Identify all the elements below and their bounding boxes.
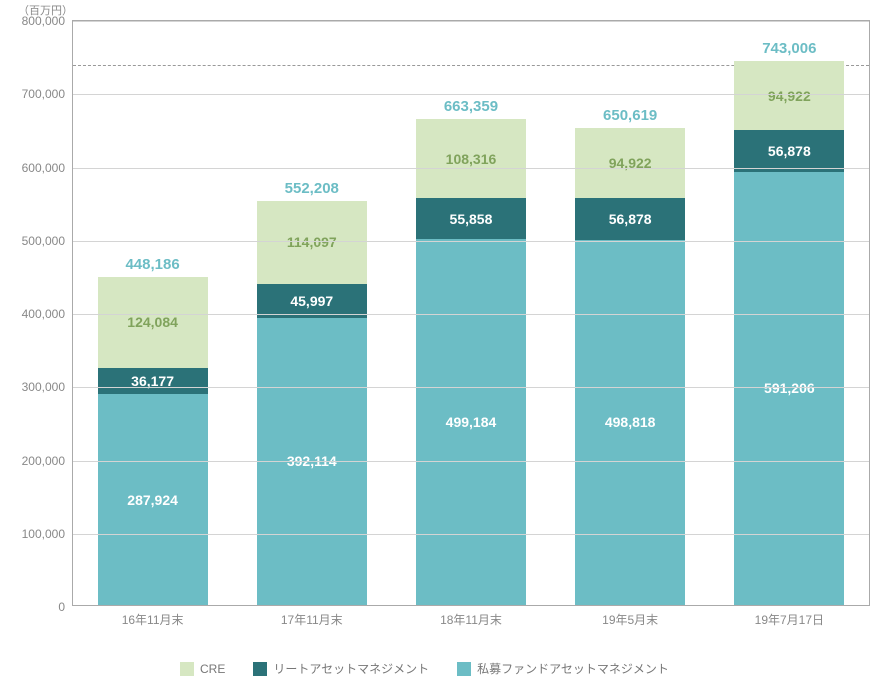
legend-label: 私募ファンドアセットマネジメント <box>477 660 669 677</box>
legend: CRE リートアセットマネジメント 私募ファンドアセットマネジメント <box>180 660 669 677</box>
legend-label: CRE <box>200 662 225 676</box>
bar-segment-reit: 55,858 <box>416 198 526 239</box>
bar-column: 743,00694,92256,878591,20619年7月17日 <box>734 21 844 605</box>
legend-item-private_fund: 私募ファンドアセットマネジメント <box>457 660 669 677</box>
x-tick-label: 19年7月17日 <box>755 611 824 628</box>
bar-segment-private_fund: 287,924 <box>98 394 208 605</box>
bar-segment-reit: 45,997 <box>257 284 367 318</box>
bar-column: 552,208114,09745,997392,11417年11月末 <box>257 21 367 605</box>
bar-segment-reit: 56,878 <box>734 130 844 172</box>
bar-column: 448,186124,08436,177287,92416年11月末 <box>98 21 208 605</box>
bar-segment-private_fund: 498,818 <box>575 240 685 605</box>
y-tick-label: 500,000 <box>22 234 65 248</box>
x-tick-label: 18年11月末 <box>440 611 502 628</box>
bar-segment-cre: 124,084 <box>98 277 208 368</box>
bars-container: 448,186124,08436,177287,92416年11月末552,20… <box>73 21 869 605</box>
bar-segment-private_fund: 499,184 <box>416 239 526 605</box>
y-tick-label: 800,000 <box>22 14 65 28</box>
legend-item-reit: リートアセットマネジメント <box>253 660 429 677</box>
gridline <box>73 94 869 95</box>
y-tick-label: 0 <box>58 600 65 614</box>
y-tick-label: 600,000 <box>22 161 65 175</box>
gridline <box>73 241 869 242</box>
legend-swatch <box>253 662 267 676</box>
bar-total-label: 743,006 <box>762 40 816 57</box>
bar-segment-cre: 108,316 <box>416 119 526 198</box>
bar-segment-cre: 94,922 <box>734 61 844 131</box>
bar-segment-private_fund: 591,206 <box>734 172 844 605</box>
x-tick-label: 17年11月末 <box>281 611 343 628</box>
bar-column: 663,359108,31655,858499,18418年11月末 <box>416 21 526 605</box>
bar-segment-cre: 94,922 <box>575 128 685 198</box>
y-tick-label: 400,000 <box>22 307 65 321</box>
stacked-bar-chart: （百万円） 448,186124,08436,177287,92416年11月末… <box>0 0 887 687</box>
y-tick-label: 300,000 <box>22 380 65 394</box>
bar-segment-cre: 114,097 <box>257 201 367 285</box>
bar-total-label: 650,619 <box>603 107 657 124</box>
y-tick-label: 200,000 <box>22 454 65 468</box>
y-tick-label: 100,000 <box>22 527 65 541</box>
bar-segment-reit: 56,878 <box>575 198 685 240</box>
bar-total-label: 663,359 <box>444 98 498 115</box>
gridline <box>73 387 869 388</box>
gridline <box>73 534 869 535</box>
gridline <box>73 461 869 462</box>
gridline <box>73 21 869 22</box>
legend-label: リートアセットマネジメント <box>273 660 429 677</box>
bar-total-label: 448,186 <box>125 256 179 273</box>
x-tick-label: 16年11月末 <box>122 611 184 628</box>
y-tick-label: 700,000 <box>22 87 65 101</box>
plot-area: 448,186124,08436,177287,92416年11月末552,20… <box>72 20 870 606</box>
gridline <box>73 314 869 315</box>
legend-swatch <box>180 662 194 676</box>
gridline <box>73 168 869 169</box>
bar-segment-reit: 36,177 <box>98 368 208 394</box>
legend-item-cre: CRE <box>180 662 225 676</box>
legend-swatch <box>457 662 471 676</box>
bar-total-label: 552,208 <box>285 180 339 197</box>
bar-column: 650,61994,92256,878498,81819年5月末 <box>575 21 685 605</box>
x-tick-label: 19年5月末 <box>602 611 658 628</box>
